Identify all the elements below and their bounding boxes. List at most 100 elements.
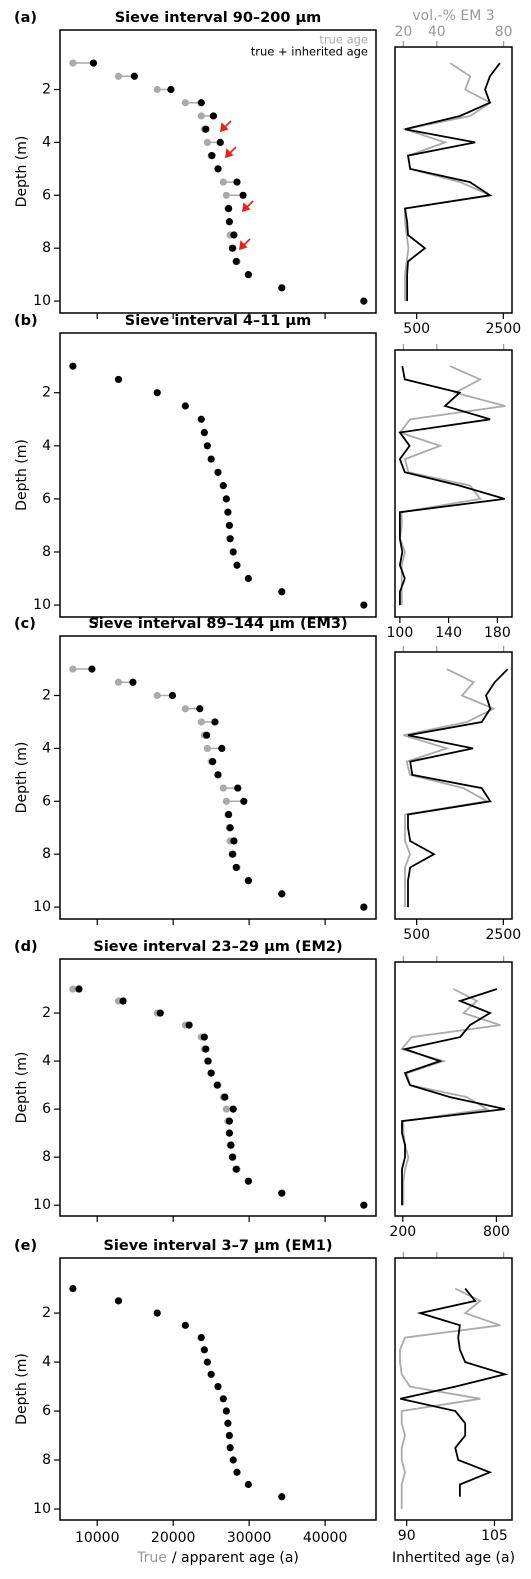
age-point	[156, 1009, 164, 1017]
y-tick-label: 2	[42, 1005, 51, 1021]
age-point	[203, 1358, 211, 1366]
age-point	[244, 574, 252, 583]
age-point	[228, 850, 237, 858]
x-tick-label: 10000	[75, 1530, 120, 1546]
age-point	[167, 85, 175, 94]
age-point	[222, 1407, 230, 1415]
profile-line	[400, 1288, 509, 1497]
age-point	[219, 784, 227, 792]
age-point	[181, 705, 189, 713]
y-tick-label: 4	[42, 438, 51, 454]
age-point	[240, 797, 248, 805]
age-point	[222, 797, 230, 805]
plot-frame	[394, 651, 513, 920]
age-point	[226, 1444, 234, 1452]
plot-frame	[394, 961, 513, 1217]
age-point	[278, 890, 286, 898]
age-point	[233, 178, 241, 186]
panel-label: (d)	[14, 939, 38, 955]
x-axis-label: True / apparent age (a)	[136, 1550, 299, 1566]
age-point	[278, 284, 286, 292]
age-point	[244, 1177, 252, 1185]
arrow-head	[225, 148, 234, 159]
panel-title: Sieve interval 4–11 µm	[125, 313, 311, 329]
age-point	[244, 877, 252, 885]
age-point	[214, 1382, 222, 1391]
plot-frame	[59, 332, 377, 618]
legend-entry: true age	[319, 33, 368, 47]
age-point	[228, 244, 237, 252]
y-tick-label: 4	[42, 740, 51, 756]
x-axis-label-part: True	[136, 1550, 167, 1566]
y-axis-label: Depth (m)	[14, 1353, 30, 1425]
age-point	[360, 903, 368, 911]
plot-frame	[394, 349, 513, 618]
age-point	[181, 402, 189, 410]
age-point	[225, 1431, 233, 1440]
age-point	[89, 59, 98, 67]
age-point	[278, 588, 286, 596]
plot-frame	[59, 1257, 377, 1521]
x-axis-label-part: / apparent age (a)	[172, 1550, 299, 1566]
profile-line	[400, 988, 501, 1206]
age-point	[360, 297, 368, 305]
age-point	[200, 428, 208, 437]
profile-line	[401, 988, 506, 1206]
age-point	[203, 731, 211, 739]
y-tick-label: 10	[33, 1501, 51, 1517]
age-point	[203, 442, 211, 450]
x-tick-label: 2500	[486, 321, 522, 337]
age-point	[232, 257, 240, 266]
age-point	[208, 152, 216, 160]
panel-label: (a)	[14, 10, 37, 26]
age-point	[221, 1093, 229, 1101]
age-point	[225, 810, 233, 819]
panel-title: Sieve interval 90–200 µm	[115, 10, 322, 26]
panel-title: Sieve interval 3–7 µm (EM1)	[103, 1238, 332, 1254]
y-tick-label: 6	[42, 1403, 51, 1419]
age-point	[226, 535, 234, 543]
plot-frame	[59, 958, 377, 1217]
age-point	[119, 997, 127, 1005]
age-point	[214, 165, 222, 173]
age-point	[196, 705, 204, 713]
age-point	[114, 72, 123, 80]
age-point	[88, 665, 96, 673]
age-point	[230, 231, 238, 239]
age-point	[225, 204, 233, 213]
plot-frame	[394, 1257, 513, 1521]
age-point	[185, 1021, 193, 1029]
x-tick-label: 180	[484, 625, 511, 641]
y-axis-label: Depth (m)	[14, 136, 30, 208]
age-point	[69, 985, 77, 993]
age-point	[214, 771, 222, 779]
age-point	[69, 665, 77, 673]
y-tick-label: 10	[33, 899, 51, 915]
y-tick-label: 8	[42, 240, 51, 256]
age-point	[75, 985, 83, 993]
profile-line	[398, 365, 506, 606]
age-point	[229, 1105, 237, 1113]
x-tick-label: 90	[398, 1528, 416, 1544]
x-tick-label: 2500	[486, 927, 522, 943]
age-point	[229, 548, 237, 556]
age-point	[228, 1153, 237, 1161]
age-point	[225, 1117, 233, 1125]
y-tick-label: 6	[42, 793, 51, 809]
age-point	[244, 271, 252, 279]
y-tick-label: 2	[42, 1305, 51, 1321]
x-tick-label: 40000	[303, 1530, 348, 1546]
x-tick-label: 500	[403, 321, 430, 337]
age-point	[233, 1468, 241, 1476]
panel-title: Sieve interval 89–144 µm (EM3)	[88, 616, 347, 632]
x2-axis-label: vol.-% EM 3	[412, 8, 494, 24]
x-tick-label: 500	[403, 927, 430, 943]
x2-tick-label: 80	[495, 24, 513, 40]
age-point	[209, 758, 217, 766]
y-tick-label: 4	[42, 134, 51, 150]
age-point	[219, 482, 227, 490]
y-tick-label: 6	[42, 491, 51, 507]
age-point	[224, 508, 232, 516]
x-axis-label: Inhertited age (a)	[392, 1550, 515, 1566]
